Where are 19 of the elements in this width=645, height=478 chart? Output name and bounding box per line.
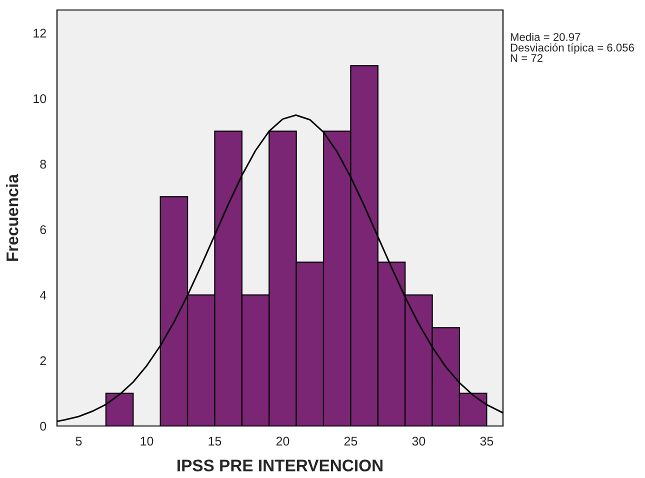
x-tick-label: 15 [208,436,222,446]
y-axis-title: Frecuencia [6,174,18,261]
x-axis-title: IPSS PRE INTERVENCION [178,460,382,472]
x-tick-label: 35 [480,436,494,446]
text: N = 72 [510,54,542,62]
y-tick-label: 10 [34,94,46,104]
x-tick-label: 10 [140,436,154,446]
y-tick-label: 4 [40,290,46,300]
x-tick-label: 5 [76,436,82,446]
y-tick-label: 2 [40,356,46,366]
x-tick-label: 25 [344,436,358,446]
x-tick-label: 30 [412,436,426,446]
x-tick-label: 20 [276,436,290,446]
y-tick-label: 8 [40,160,46,169]
text: Desviación típica = 6.056 [510,43,634,54]
text: Media = 20.97 [510,32,580,41]
y-tick-label: 12 [34,28,46,38]
y-tick-label: 0 [40,422,46,431]
y-tick-label: 6 [40,225,46,234]
